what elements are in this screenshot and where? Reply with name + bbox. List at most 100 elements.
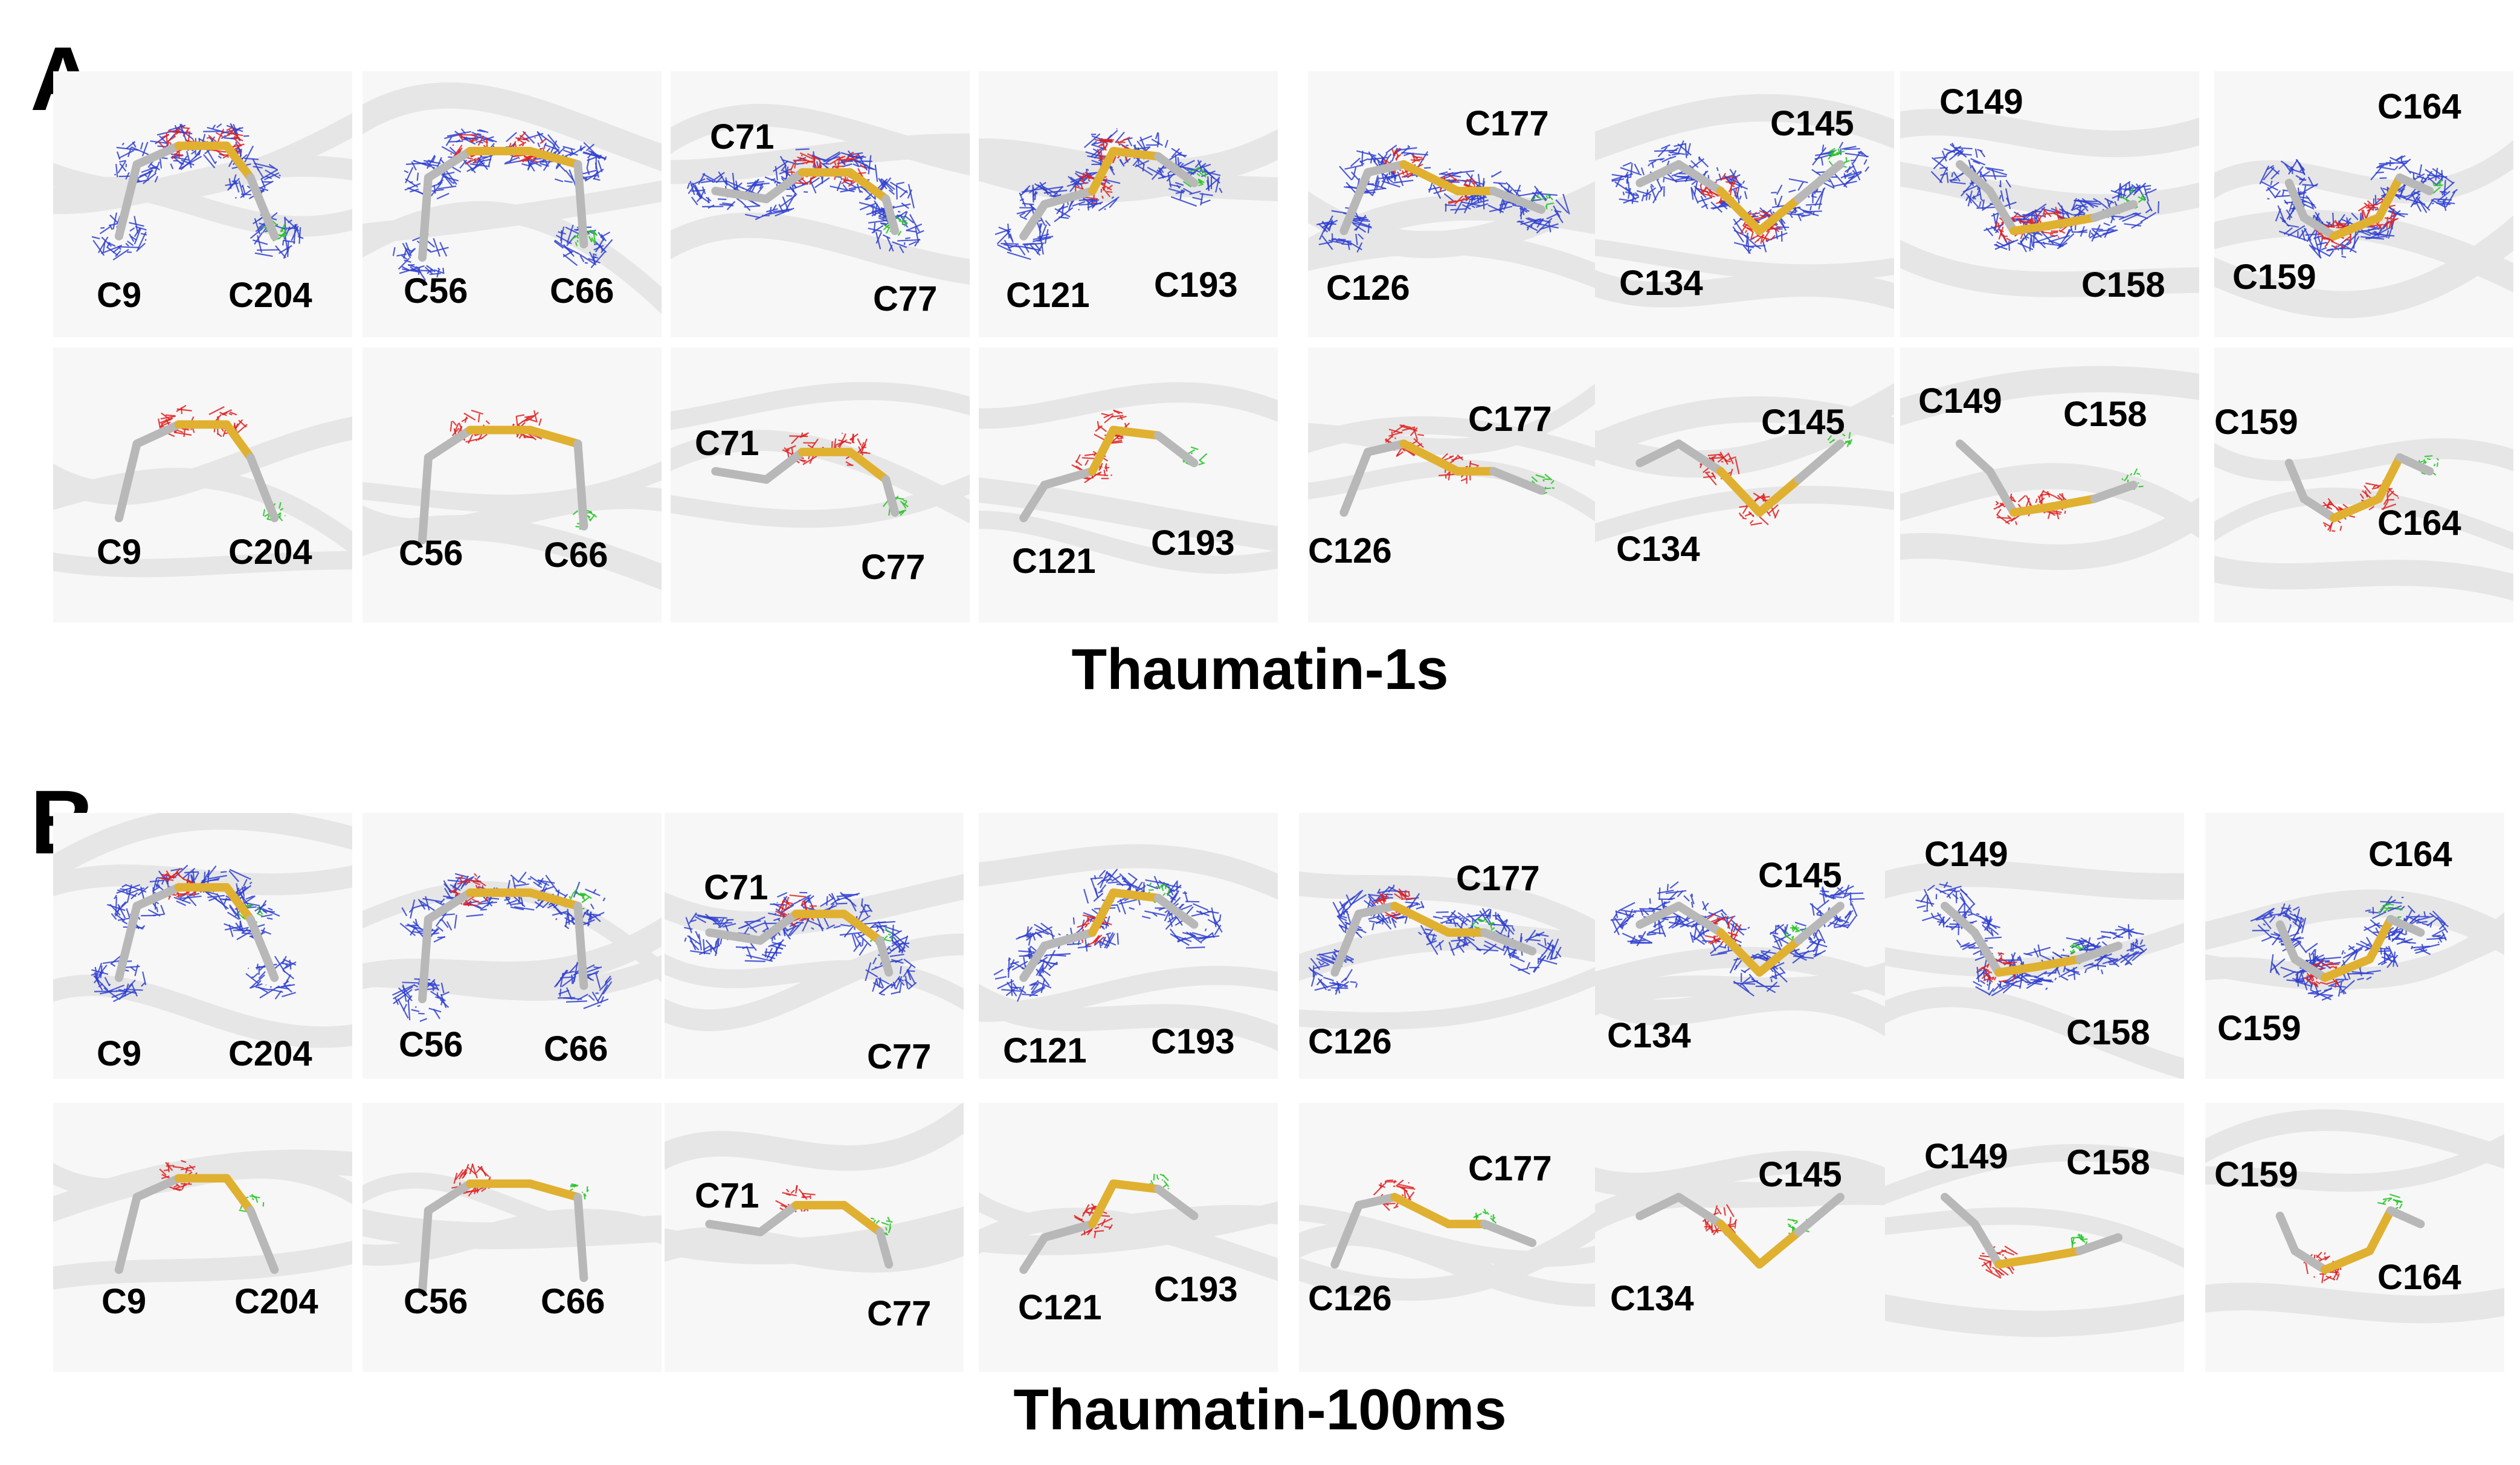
tile-c121-c193: C121 C193 bbox=[979, 1103, 1278, 1372]
residue-label: C9 bbox=[97, 1034, 142, 1073]
tile-c121-c193: C121 C193 bbox=[979, 348, 1278, 623]
residue-label: C158 bbox=[2066, 1143, 2150, 1182]
tile-c9-c204: C9 C204 bbox=[53, 348, 352, 623]
tile-c56-c66: C56 C66 bbox=[363, 348, 662, 623]
tile-c149-c158: C149 C158 bbox=[1885, 813, 2184, 1079]
panel-a-row-difference: C9 C204 C56 C66 C71 C77 C121 C193 C126 C… bbox=[0, 348, 2520, 623]
residue-label: C126 bbox=[1308, 1279, 1392, 1318]
residue-label: C149 bbox=[1924, 1137, 2008, 1176]
residue-label: C193 bbox=[1154, 1270, 1238, 1309]
residue-label: C66 bbox=[550, 271, 614, 311]
residue-label: C177 bbox=[1468, 1149, 1552, 1188]
residue-label: C158 bbox=[2081, 265, 2165, 305]
panel-b-row-difference: C9 C204 C56 C66 C71 C77 C121 C193 C126 C… bbox=[0, 1103, 2520, 1372]
tile-c71-c77: C71 C77 bbox=[671, 71, 970, 337]
residue-label: C149 bbox=[1918, 381, 2002, 421]
residue-label: C159 bbox=[2217, 1009, 2301, 1048]
tile-c126-c177: C126 C177 bbox=[1299, 813, 1598, 1079]
residue-label: C134 bbox=[1616, 529, 1700, 569]
residue-label: C145 bbox=[1758, 1155, 1842, 1194]
residue-label: C145 bbox=[1758, 856, 1842, 895]
residue-label: C126 bbox=[1308, 1022, 1392, 1061]
residue-label: C77 bbox=[867, 1294, 932, 1333]
residue-label: C164 bbox=[2377, 1258, 2461, 1297]
residue-label: C159 bbox=[2214, 1155, 2298, 1194]
tile-c126-c177: C126 C177 bbox=[1308, 348, 1607, 623]
residue-label: C126 bbox=[1308, 531, 1392, 571]
residue-label: C193 bbox=[1151, 1022, 1235, 1061]
panel-b-row-map: C9 C204 C56 C66 C71 C77 C121 C193 C126 C… bbox=[0, 813, 2520, 1079]
residue-label: C126 bbox=[1326, 268, 1410, 308]
residue-label: C56 bbox=[404, 271, 468, 311]
tile-c134-c145: C134 C145 bbox=[1595, 1103, 1894, 1372]
panel-a-caption: Thaumatin-1s bbox=[1071, 637, 1449, 702]
residue-label: C145 bbox=[1770, 104, 1854, 143]
residue-label: C204 bbox=[234, 1282, 318, 1321]
tile-c126-c177: C126 C177 bbox=[1299, 1103, 1598, 1372]
tile-c159-c164: C159 C164 bbox=[2205, 813, 2504, 1079]
tile-c9-c204: C9 C204 bbox=[53, 1103, 352, 1372]
residue-label: C134 bbox=[1607, 1016, 1691, 1055]
residue-label: C164 bbox=[2377, 87, 2461, 126]
residue-label: C66 bbox=[544, 535, 608, 575]
residue-label: C159 bbox=[2214, 403, 2298, 442]
residue-label: C149 bbox=[1924, 835, 2008, 874]
tile-c9-c204: C9 C204 bbox=[53, 813, 352, 1079]
residue-label: C177 bbox=[1465, 104, 1549, 143]
tile-c56-c66: C56 C66 bbox=[363, 813, 662, 1079]
residue-label: C56 bbox=[404, 1282, 468, 1321]
residue-label: C164 bbox=[2377, 503, 2461, 543]
residue-label: C77 bbox=[861, 548, 926, 587]
tile-c126-c177: C126 C177 bbox=[1308, 71, 1607, 337]
residue-label: C9 bbox=[102, 1282, 147, 1321]
residue-label: C158 bbox=[2063, 395, 2147, 434]
residue-label: C77 bbox=[873, 279, 938, 319]
residue-label: C204 bbox=[228, 1034, 312, 1073]
tile-c56-c66: C56 C66 bbox=[363, 71, 662, 337]
residue-label: C71 bbox=[695, 424, 759, 463]
residue-label: C66 bbox=[544, 1029, 608, 1069]
residue-label: C193 bbox=[1151, 523, 1235, 563]
residue-label: C134 bbox=[1610, 1279, 1694, 1318]
tile-c9-c204: C9 C204 bbox=[53, 71, 352, 337]
residue-label: C121 bbox=[1018, 1288, 1102, 1327]
residue-label: C134 bbox=[1619, 264, 1703, 303]
tile-c121-c193: C121 C193 bbox=[979, 813, 1278, 1079]
residue-label: C159 bbox=[2232, 257, 2316, 297]
tile-c149-c158: C149 C158 bbox=[1900, 348, 2199, 623]
tile-c134-c145: C134 C145 bbox=[1595, 813, 1894, 1079]
residue-label: C71 bbox=[704, 868, 769, 907]
residue-label: C204 bbox=[228, 276, 312, 315]
tile-c134-c145: C134 C145 bbox=[1595, 71, 1894, 337]
tile-c71-c77: C71 C77 bbox=[665, 1103, 964, 1372]
tile-c149-c158: C149 C158 bbox=[1900, 71, 2199, 337]
panel-b-caption: Thaumatin-100ms bbox=[1013, 1377, 1507, 1442]
residue-label: C121 bbox=[1003, 1031, 1087, 1070]
tile-c149-c158: C149 C158 bbox=[1885, 1103, 2184, 1372]
residue-label: C9 bbox=[97, 532, 142, 572]
residue-label: C158 bbox=[2066, 1013, 2150, 1052]
tile-c159-c164: C159 C164 bbox=[2214, 71, 2513, 337]
residue-label: C56 bbox=[399, 534, 463, 573]
residue-label: C177 bbox=[1468, 399, 1552, 439]
residue-label: C164 bbox=[2368, 835, 2452, 874]
residue-label: C121 bbox=[1006, 276, 1090, 315]
tile-c56-c66: C56 C66 bbox=[363, 1103, 662, 1372]
residue-label: C145 bbox=[1761, 403, 1845, 442]
residue-label: C204 bbox=[228, 532, 312, 572]
residue-label: C193 bbox=[1154, 265, 1238, 305]
residue-label: C177 bbox=[1456, 859, 1540, 898]
residue-label: C71 bbox=[710, 117, 775, 157]
residue-label: C149 bbox=[1939, 82, 2023, 121]
residue-label: C77 bbox=[867, 1037, 932, 1076]
tile-c159-c164: C159 C164 bbox=[2205, 1103, 2504, 1372]
panel-a-row-map: C9 C204 C56 C66 C71 C77 C121 C193 C126 C… bbox=[0, 71, 2520, 337]
residue-label: C66 bbox=[541, 1282, 605, 1321]
residue-label: C56 bbox=[399, 1025, 463, 1064]
tile-c121-c193: C121 C193 bbox=[979, 71, 1278, 337]
tile-c71-c77: C71 C77 bbox=[665, 813, 964, 1079]
tile-c71-c77: C71 C77 bbox=[671, 348, 970, 623]
residue-label: C71 bbox=[695, 1176, 759, 1215]
residue-label: C9 bbox=[97, 276, 142, 315]
tile-c159-c164: C159 C164 bbox=[2214, 348, 2513, 623]
